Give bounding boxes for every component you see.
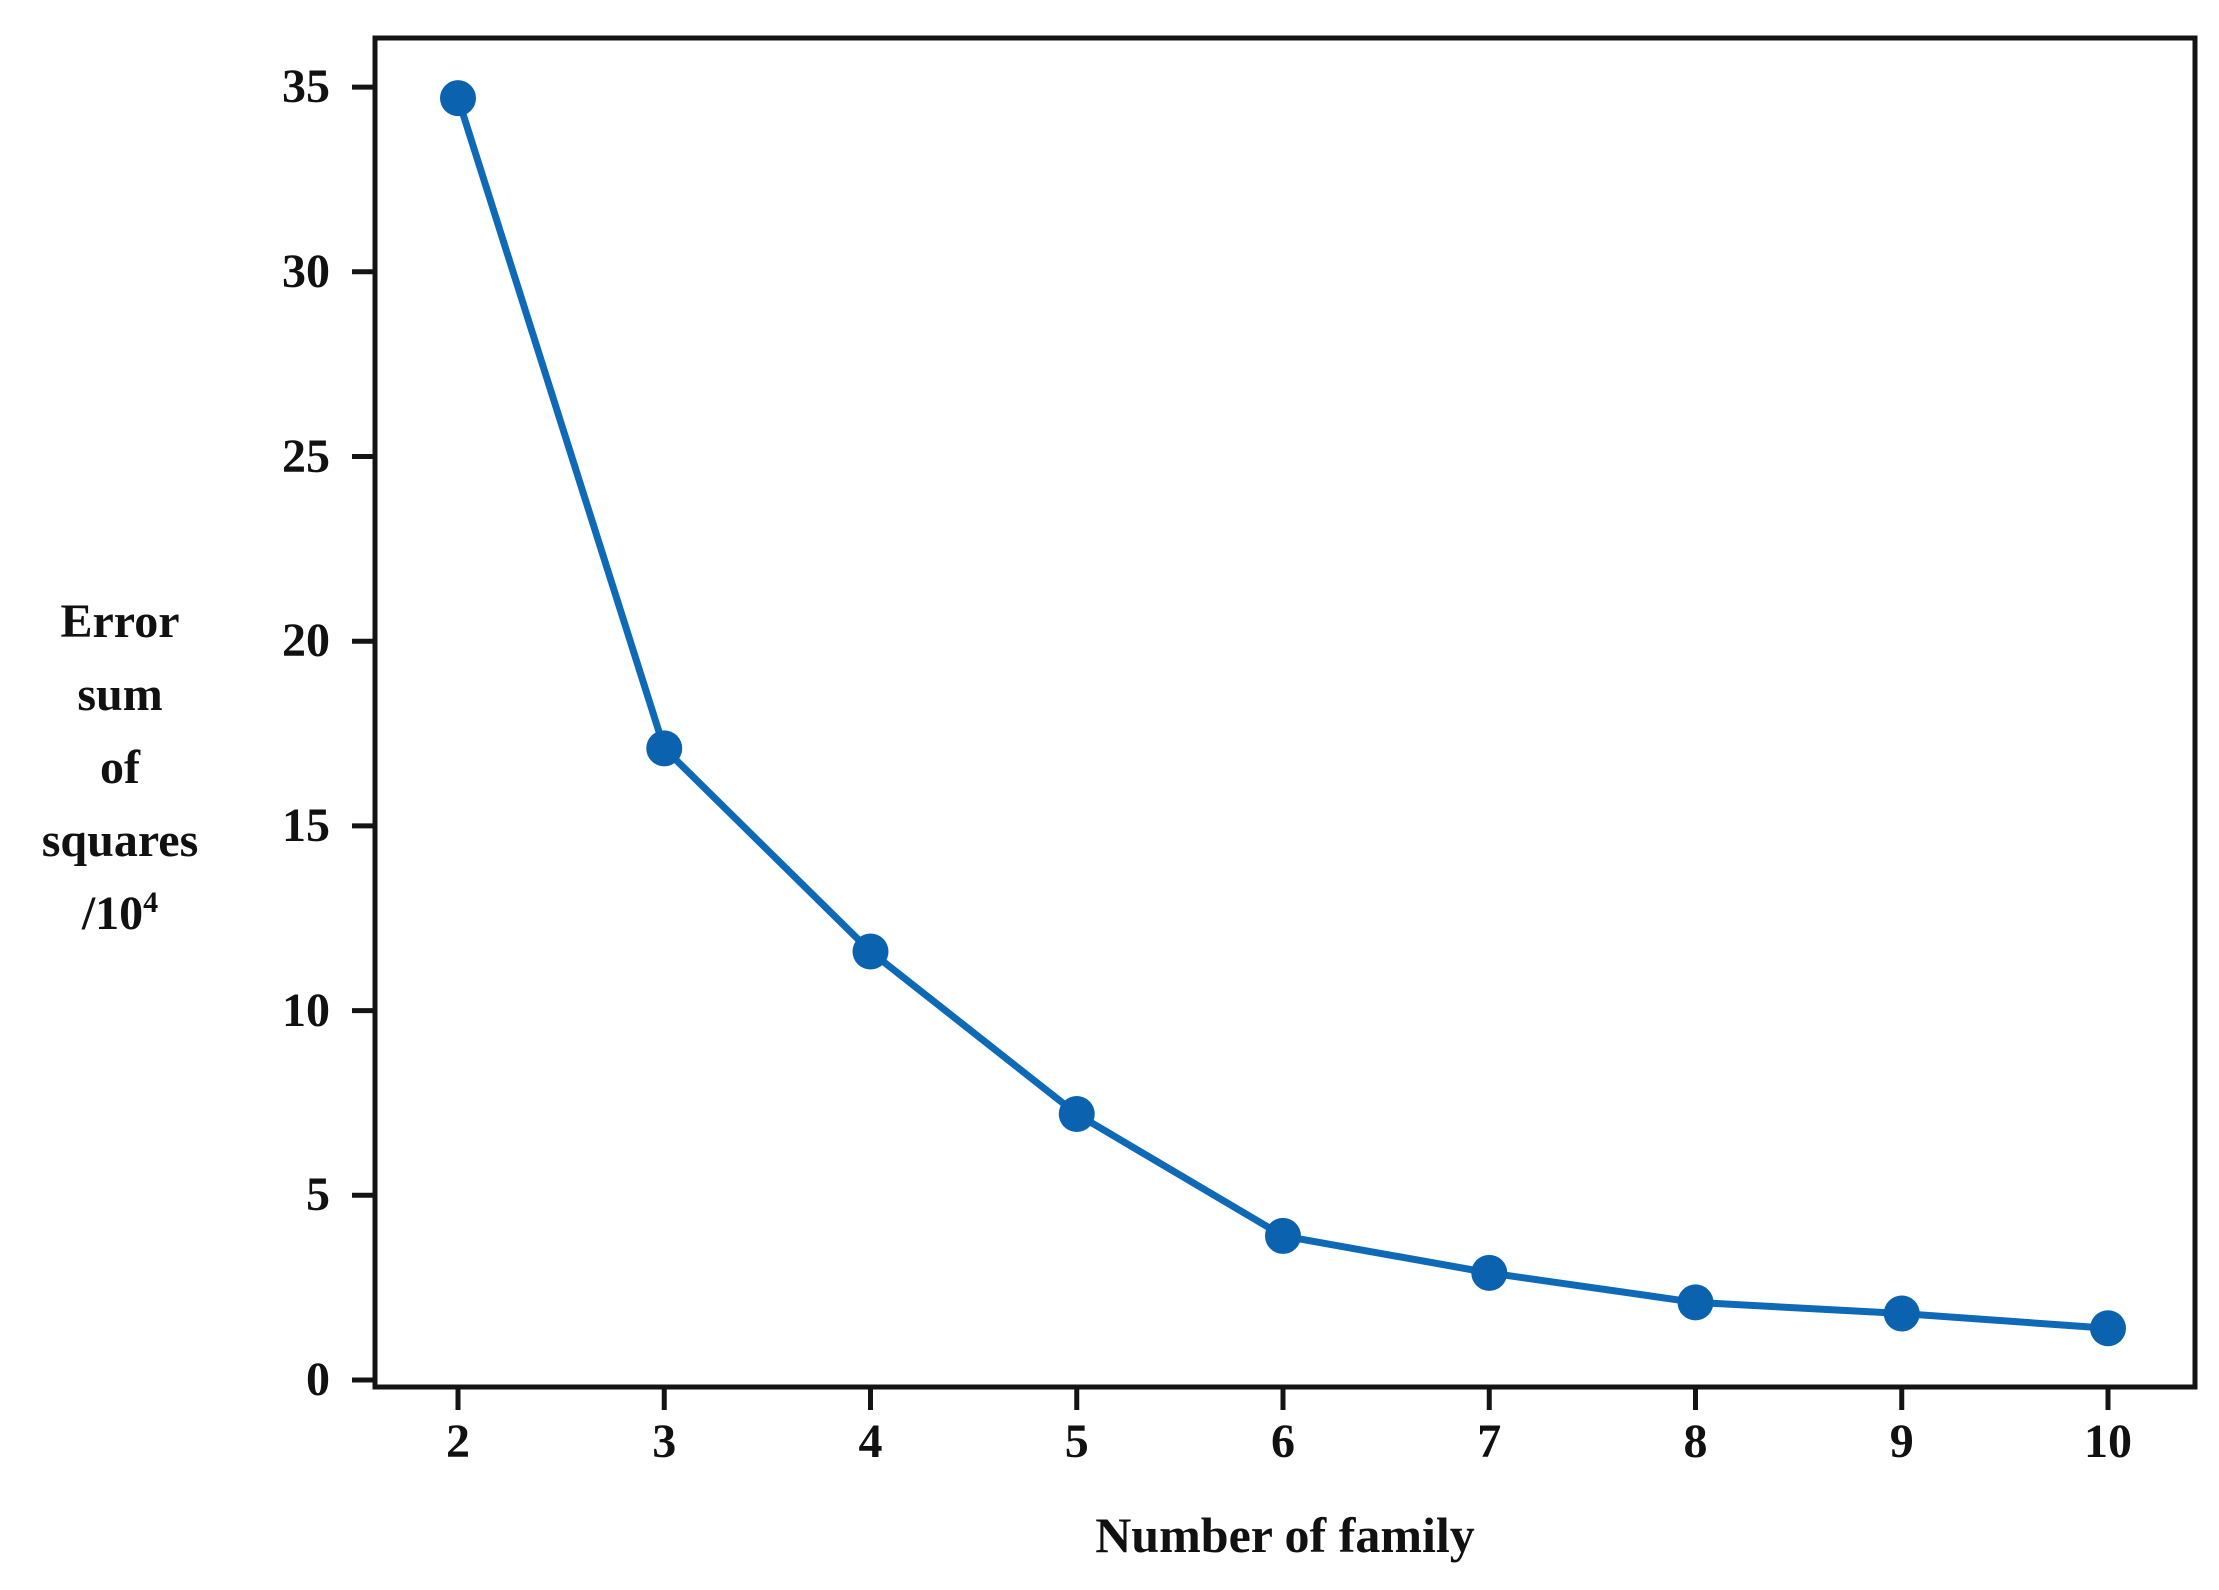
x-tick-label: 9	[1889, 1415, 1914, 1468]
x-tick-label: 3	[652, 1415, 677, 1468]
data-point	[1471, 1254, 1508, 1291]
y-tick-label: 10	[282, 983, 330, 1037]
x-tick-label: 5	[1064, 1415, 1089, 1468]
series-line	[454, 94, 2112, 1332]
data-point	[1058, 1096, 1095, 1133]
x-tick-label: 10	[2084, 1415, 2132, 1468]
y-axis-label-line: of	[100, 741, 140, 794]
y-tick-label: 25	[282, 429, 330, 483]
y-axis-label-unit: /104	[0, 877, 240, 950]
data-point	[2090, 1310, 2126, 1347]
x-tick-label: 6	[1271, 1415, 1295, 1468]
y-tick-label: 35	[282, 60, 330, 114]
x-axis-label: Number of family	[1095, 1507, 1475, 1563]
y-axis-unit-exponent: 4	[143, 886, 159, 919]
y-axis-label-line: Error	[60, 595, 180, 648]
y-tick-label: 30	[282, 244, 330, 298]
axis-tick-marks	[352, 84, 2111, 1410]
data-point	[852, 933, 889, 970]
plot-border	[372, 35, 2198, 1390]
series-markers	[440, 80, 2126, 1347]
data-point	[1677, 1284, 1714, 1321]
data-point	[1883, 1295, 1920, 1332]
data-point	[646, 730, 683, 767]
y-tick-label: 20	[282, 614, 330, 668]
y-tick-label: 15	[282, 798, 330, 852]
x-tick-label: 8	[1683, 1415, 1708, 1468]
x-tick-label: 4	[858, 1415, 883, 1468]
x-tick-label: 7	[1477, 1415, 1502, 1468]
data-point	[440, 80, 476, 117]
y-tick-label: 5	[306, 1168, 330, 1222]
x-tick-label: 2	[446, 1415, 470, 1468]
y-axis-label-line: sum	[77, 668, 163, 721]
y-tick-label: 0	[306, 1353, 330, 1406]
y-axis-label: Error sum of squares/104	[0, 585, 240, 950]
data-point	[1265, 1217, 1301, 1254]
y-axis-label-line: squares	[41, 814, 199, 867]
y-axis-unit-base: /10	[81, 887, 144, 940]
